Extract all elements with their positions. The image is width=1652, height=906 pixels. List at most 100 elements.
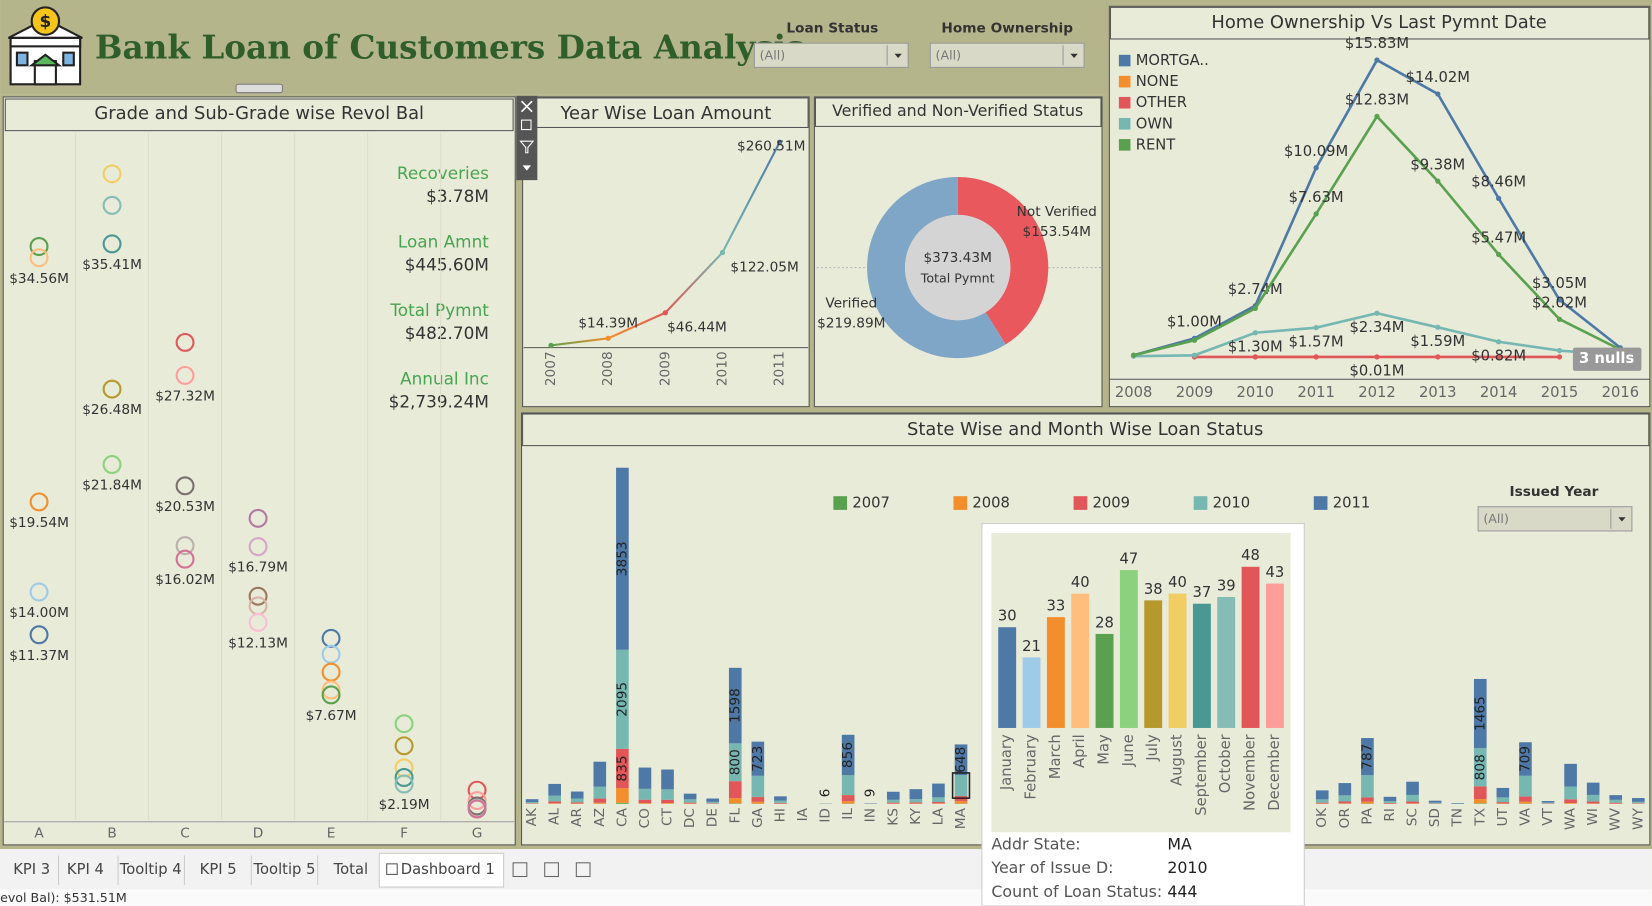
data-label: 37: [1193, 584, 1212, 601]
x-tick-label: VA: [1517, 807, 1533, 825]
x-tick-label: 2014: [1480, 384, 1518, 401]
x-tick-label: September: [1193, 733, 1210, 815]
bar-segment: [886, 799, 900, 803]
x-tick-label: WY: [1630, 807, 1646, 830]
filter-dropdown[interactable]: [929, 42, 1085, 68]
bar-segment: [548, 795, 561, 802]
bar-segment: [1406, 801, 1419, 804]
new-sheet-button[interactable]: [512, 862, 528, 878]
tooltip-field-value: 2010: [1167, 858, 1207, 877]
tab-selected[interactable]: [378, 852, 505, 888]
data-label: 3853: [614, 541, 630, 576]
kpi-label: Loan Amnt: [398, 231, 489, 251]
x-tick-label: CA: [614, 807, 630, 827]
x-tick-label: 2009: [1176, 384, 1214, 401]
data-label: 21: [1022, 638, 1041, 655]
legend-label: 2007: [852, 495, 890, 512]
slice-label: Verified: [825, 295, 877, 311]
data-label: 787: [1359, 744, 1375, 770]
bar: [1071, 593, 1090, 728]
dot: [467, 791, 487, 811]
legend-label: OTHER: [1136, 94, 1187, 111]
x-tick-label: IL: [840, 808, 856, 820]
x-tick-label: TX: [1472, 808, 1488, 827]
tab[interactable]: Dashboard 1: [401, 861, 495, 878]
bar-segment: [1541, 802, 1555, 804]
bar-segment: [593, 786, 607, 799]
data-label: 1465: [1472, 696, 1488, 731]
bar-segment: [909, 799, 923, 803]
point: [1252, 330, 1258, 336]
bar-segment: [841, 795, 855, 802]
bar-segment: [616, 788, 629, 803]
tab[interactable]: KPI 4: [67, 861, 104, 878]
panel-header: [814, 97, 1102, 127]
panel: [1108, 5, 1651, 408]
legend-label: 2009: [1093, 495, 1131, 512]
dot: [175, 536, 195, 556]
dot: [248, 537, 268, 557]
x-tick-label: 2010: [1237, 384, 1275, 401]
donut-slice: [957, 176, 1049, 345]
data-label: 808: [1472, 754, 1488, 780]
bar-segment: [1564, 803, 1577, 804]
point: [777, 139, 783, 145]
bar-segment: [932, 797, 945, 803]
tab[interactable]: KPI 5: [200, 861, 237, 878]
new-sheet-button[interactable]: [544, 862, 559, 878]
panel: [2, 96, 516, 846]
data-label: $11.37M: [9, 648, 69, 664]
dot: [394, 774, 414, 794]
bar-segment: [1406, 781, 1419, 795]
tab[interactable]: Tooltip 5: [253, 861, 316, 878]
legend-swatch: [1073, 496, 1088, 510]
toolbar[interactable]: [516, 95, 538, 181]
bar: [1168, 593, 1187, 728]
bar-segment: [548, 801, 561, 804]
new-sheet-button[interactable]: [575, 862, 591, 878]
filter-dropdown[interactable]: [1477, 506, 1633, 532]
panel-title: Grade and Sub-Grade wise Revol Bal: [94, 103, 424, 124]
point: [1374, 354, 1380, 360]
bar-segment: [841, 775, 855, 796]
bar-segment: [638, 799, 652, 804]
dot: [102, 164, 122, 184]
dot: [102, 455, 122, 475]
filter-dropdown[interactable]: [753, 42, 909, 68]
data-label: $3.05M: [1532, 275, 1587, 292]
dot: [467, 799, 487, 819]
data-label: $260.51M: [737, 138, 805, 154]
data-label: $46.44M: [667, 320, 727, 336]
bar-segment: [1496, 787, 1510, 798]
null-indicator[interactable]: [1572, 347, 1642, 371]
x-tick-label: OK: [1314, 807, 1330, 828]
kpi-value: $2,739.24M: [389, 391, 489, 411]
x-tick-label: AR: [569, 808, 585, 827]
data-label: $14.39M: [578, 316, 638, 332]
point: [1435, 324, 1441, 330]
data-label: $19.54M: [9, 515, 69, 531]
tab-bar: [0, 849, 1652, 890]
bar-segment: [1406, 794, 1419, 802]
data-label: $16.79M: [228, 560, 288, 576]
data-label: $20.53M: [155, 499, 215, 515]
bar-segment: [593, 761, 607, 787]
slice-value: $219.89M: [817, 315, 885, 331]
dot: [394, 714, 414, 734]
data-label: $14.02M: [1406, 69, 1470, 86]
tab[interactable]: Total: [333, 861, 368, 878]
bar-segment: [1315, 790, 1329, 800]
data-label: $122.05M: [730, 259, 798, 275]
tab[interactable]: KPI 3: [13, 861, 50, 878]
filter-label: Loan Status: [786, 20, 878, 36]
bar-segment: [1361, 797, 1374, 802]
data-label: 39: [1217, 577, 1236, 594]
bar-segment: [728, 781, 742, 799]
x-tick-label: April: [1071, 734, 1088, 768]
resize-handle[interactable]: [235, 83, 283, 94]
kpi-label: Annual Inc: [400, 368, 489, 388]
x-tick-label: March: [1047, 734, 1064, 779]
tab[interactable]: Tooltip 4: [119, 861, 182, 878]
logo: $: [8, 6, 83, 86]
data-label: 28: [1095, 614, 1114, 631]
